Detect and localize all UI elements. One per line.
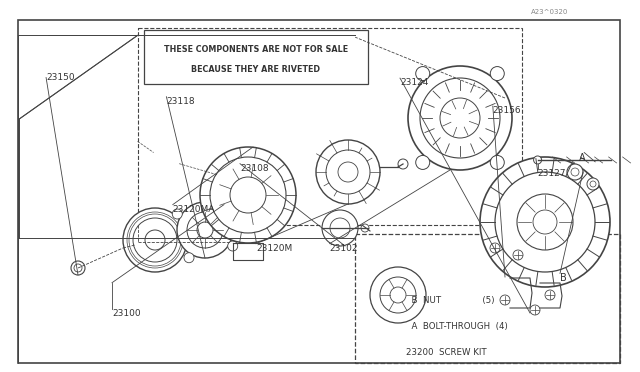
Circle shape xyxy=(230,177,266,213)
Circle shape xyxy=(370,267,426,323)
Circle shape xyxy=(380,277,416,313)
Text: 23150: 23150 xyxy=(46,73,75,81)
Circle shape xyxy=(184,253,194,263)
Circle shape xyxy=(200,147,296,243)
Circle shape xyxy=(513,250,523,260)
Circle shape xyxy=(590,181,596,187)
Circle shape xyxy=(534,156,541,164)
Text: 23108: 23108 xyxy=(240,164,269,173)
Circle shape xyxy=(210,157,286,233)
Circle shape xyxy=(517,194,573,250)
Circle shape xyxy=(571,168,579,176)
Circle shape xyxy=(316,140,380,204)
Circle shape xyxy=(177,202,233,258)
Circle shape xyxy=(133,218,177,262)
Text: B  NUT               (5): B NUT (5) xyxy=(406,296,495,305)
Circle shape xyxy=(533,210,557,234)
Text: 23120MA: 23120MA xyxy=(173,205,215,214)
Circle shape xyxy=(361,224,369,232)
Circle shape xyxy=(123,208,187,272)
Circle shape xyxy=(490,155,504,169)
Text: A  BOLT-THROUGH  (4): A BOLT-THROUGH (4) xyxy=(406,322,508,331)
Circle shape xyxy=(490,243,500,253)
Circle shape xyxy=(398,159,408,169)
Bar xyxy=(144,30,368,84)
Circle shape xyxy=(495,172,595,272)
Text: BECAUSE THEY ARE RIVETED: BECAUSE THEY ARE RIVETED xyxy=(191,65,321,74)
Circle shape xyxy=(420,78,500,158)
Circle shape xyxy=(74,264,82,272)
Text: 23118: 23118 xyxy=(166,97,195,106)
Circle shape xyxy=(172,209,182,219)
Text: A: A xyxy=(579,153,586,163)
Circle shape xyxy=(480,157,610,287)
Text: 23102: 23102 xyxy=(330,244,358,253)
Text: 23124: 23124 xyxy=(400,78,428,87)
Circle shape xyxy=(500,295,510,305)
Text: 23100: 23100 xyxy=(112,309,141,318)
Text: A23^0320: A23^0320 xyxy=(531,9,568,15)
Circle shape xyxy=(440,98,480,138)
Text: B: B xyxy=(560,273,567,283)
Circle shape xyxy=(416,67,429,81)
Circle shape xyxy=(228,241,237,251)
Bar xyxy=(355,234,620,363)
Circle shape xyxy=(545,290,555,300)
Circle shape xyxy=(216,197,226,207)
Circle shape xyxy=(322,210,358,246)
Circle shape xyxy=(416,155,429,169)
Circle shape xyxy=(326,150,370,194)
Circle shape xyxy=(587,178,599,190)
Text: 23200  SCREW KIT: 23200 SCREW KIT xyxy=(406,348,487,357)
Circle shape xyxy=(338,162,358,182)
Circle shape xyxy=(145,230,165,250)
Circle shape xyxy=(390,287,406,303)
Text: THESE COMPONENTS ARE NOT FOR SALE: THESE COMPONENTS ARE NOT FOR SALE xyxy=(164,45,348,54)
Text: 23120M: 23120M xyxy=(256,244,292,253)
Text: 23127: 23127 xyxy=(538,169,566,178)
Circle shape xyxy=(490,67,504,81)
Circle shape xyxy=(330,218,350,238)
Circle shape xyxy=(530,305,540,315)
Bar xyxy=(138,28,522,225)
Circle shape xyxy=(71,261,85,275)
Text: 23156: 23156 xyxy=(493,106,522,115)
Circle shape xyxy=(567,164,583,180)
Circle shape xyxy=(408,66,512,170)
Circle shape xyxy=(197,222,213,238)
Circle shape xyxy=(187,212,223,248)
